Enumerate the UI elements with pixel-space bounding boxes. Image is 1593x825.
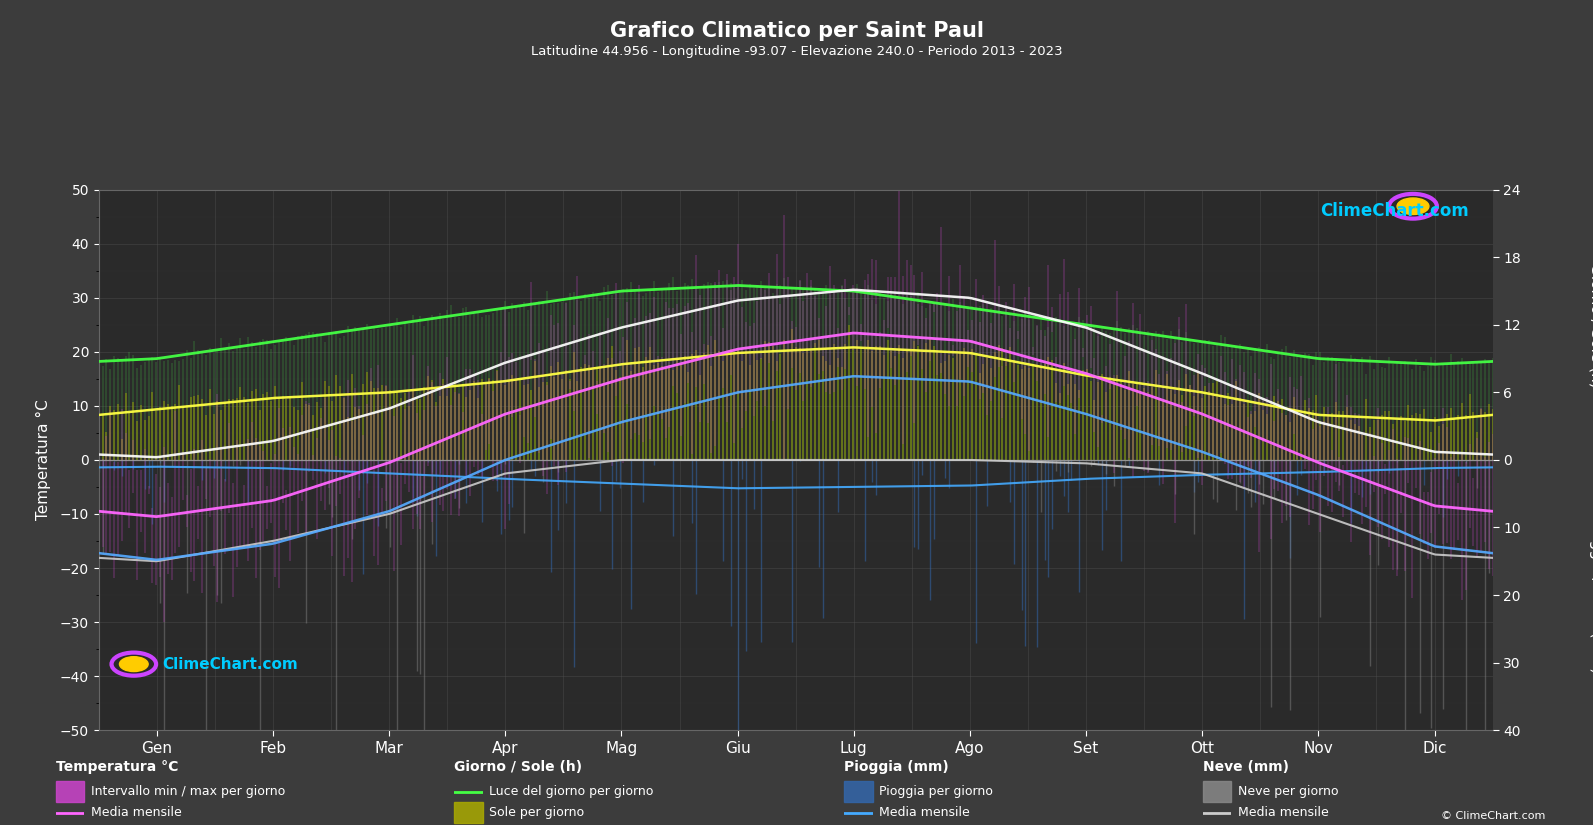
Text: Intervallo min / max per giorno: Intervallo min / max per giorno [91,785,285,799]
Text: Giorno / Sole (h): Giorno / Sole (h) [1588,262,1593,387]
Text: Latitudine 44.956 - Longitudine -93.07 - Elevazione 240.0 - Periodo 2013 - 2023: Latitudine 44.956 - Longitudine -93.07 -… [530,45,1063,59]
Text: Neve (mm): Neve (mm) [1203,761,1289,774]
Y-axis label: Pioggia / Neve (mm): Pioggia / Neve (mm) [0,382,14,538]
Y-axis label: Temperatura °C: Temperatura °C [37,399,51,521]
Text: Media mensile: Media mensile [91,806,182,819]
Text: © ClimeChart.com: © ClimeChart.com [1440,811,1545,821]
Text: ClimeChart.com: ClimeChart.com [1321,202,1469,220]
Y-axis label: Giorno / Sole (h): Giorno / Sole (h) [0,398,14,522]
Text: Temperatura °C: Temperatura °C [56,761,178,774]
Text: Neve per giorno: Neve per giorno [1238,785,1338,799]
Text: Media mensile: Media mensile [879,806,970,819]
Text: Sole per giorno: Sole per giorno [489,806,585,819]
Text: ClimeChart.com: ClimeChart.com [162,657,298,672]
Text: Giorno / Sole (h): Giorno / Sole (h) [454,761,581,774]
Text: Pioggia per giorno: Pioggia per giorno [879,785,992,799]
Text: Media mensile: Media mensile [1238,806,1329,819]
Text: Pioggia (mm): Pioggia (mm) [844,761,949,774]
Text: Grafico Climatico per Saint Paul: Grafico Climatico per Saint Paul [610,21,983,40]
Text: Luce del giorno per giorno: Luce del giorno per giorno [489,785,653,799]
Text: Pioggia / Neve (mm): Pioggia / Neve (mm) [1588,517,1593,673]
